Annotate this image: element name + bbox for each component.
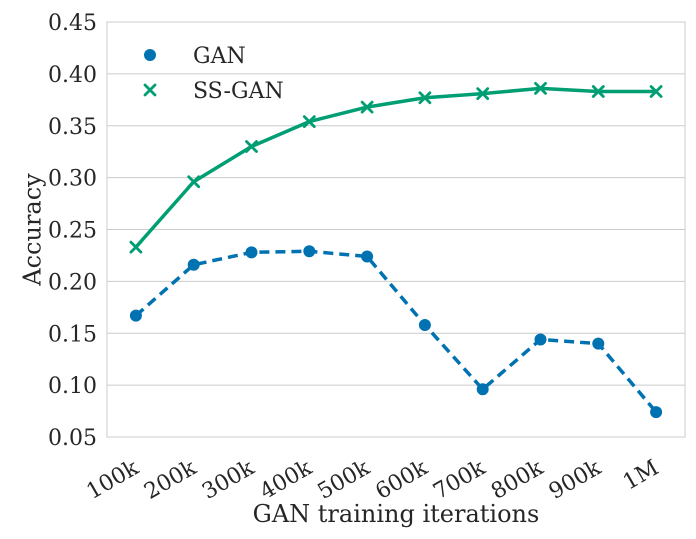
data-point [534, 333, 547, 346]
series-line [134, 86, 657, 249]
legend-marker [143, 83, 157, 97]
series-gan [129, 245, 663, 419]
y-tick-label: 0.05 [48, 426, 97, 451]
y-tick-label: 0.45 [48, 11, 97, 36]
x-tick-label: 900k [545, 455, 606, 505]
data-point [534, 82, 547, 95]
x-tick-label: 400k [256, 455, 317, 505]
data-point [302, 115, 316, 128]
data-point [476, 383, 489, 396]
legend-marker [144, 49, 156, 61]
data-point [361, 250, 374, 263]
y-tick-label: 0.35 [48, 115, 97, 140]
x-axis-title: GAN training iterations [253, 500, 540, 528]
data-point [418, 318, 431, 331]
y-axis-title: Accuracy [18, 173, 46, 287]
y-tick-label: 0.30 [48, 167, 97, 192]
legend-item: GAN [144, 44, 246, 69]
x-tick-label: 800k [487, 455, 548, 505]
y-axis-ticks: 0.05 0.10 0.15 0.20 0.25 0.30 0.35 0.40 0.45 [48, 11, 97, 451]
data-point [187, 175, 201, 189]
series-line [134, 249, 658, 414]
data-point [476, 87, 490, 100]
y-tick-label: 0.20 [48, 270, 97, 295]
data-point [245, 140, 258, 153]
legend: GAN SS-GAN [143, 44, 284, 104]
y-tick-label: 0.25 [48, 219, 97, 244]
x-tick-label: 300k [198, 455, 259, 505]
x-tick-label: 600k [371, 455, 432, 505]
data-point [591, 85, 605, 98]
x-tick-label: 200k [140, 455, 201, 505]
data-point [649, 85, 663, 98]
legend-label: SS-GAN [193, 79, 284, 104]
x-tick-label: 500k [314, 455, 375, 505]
data-point [303, 245, 316, 258]
series-ss-gan [129, 82, 663, 254]
series-layer [129, 82, 663, 419]
y-tick-label: 0.10 [48, 374, 97, 399]
data-point [245, 246, 258, 259]
plot-frame [106, 21, 686, 438]
x-tick-label: 100k [82, 455, 143, 505]
x-tick-label: 700k [429, 455, 490, 505]
data-point [129, 240, 143, 254]
x-tick-label: 1M [619, 456, 663, 496]
y-tick-label: 0.40 [48, 63, 97, 88]
data-point [187, 258, 200, 271]
data-point [129, 309, 142, 322]
data-point [650, 406, 663, 419]
data-point [418, 91, 432, 105]
data-point [360, 100, 374, 114]
legend-item: SS-GAN [143, 79, 284, 104]
data-point [592, 337, 605, 350]
y-tick-label: 0.15 [48, 322, 97, 347]
legend-label: GAN [193, 44, 246, 69]
